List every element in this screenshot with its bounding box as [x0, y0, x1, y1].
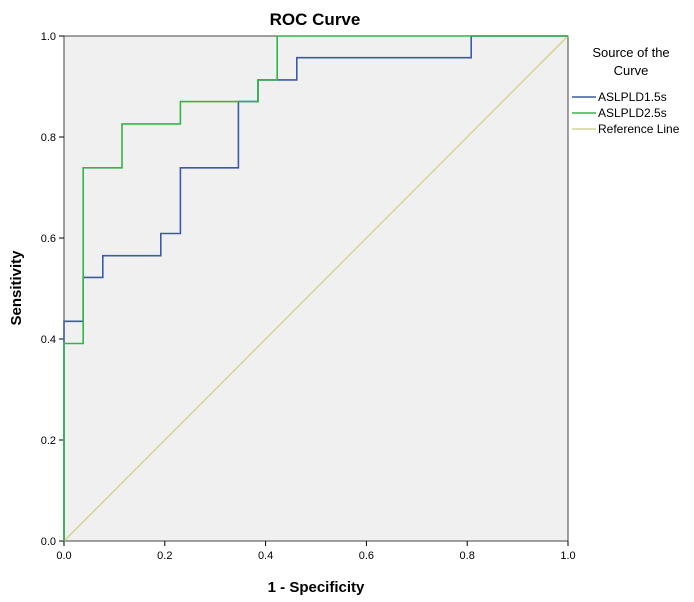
y-tick-label: 1.0 — [41, 31, 56, 43]
y-axis-label: Sensitivity — [8, 250, 25, 326]
y-tick-label: 0.2 — [41, 435, 56, 447]
legend-title-line2: Curve — [614, 63, 649, 78]
x-tick-label: 0.0 — [56, 550, 71, 562]
legend-title-line1: Source of the — [592, 45, 669, 60]
x-tick-label: 0.2 — [157, 550, 172, 562]
x-tick-label: 0.6 — [359, 550, 374, 562]
legend: Source of the Curve ASLPLD1.5s ASLPLD2.5s… — [572, 45, 680, 136]
y-tick-label: 0.6 — [41, 233, 56, 245]
y-tick-label: 0.4 — [41, 334, 56, 346]
series-aslpld2-5s-line — [63, 35, 568, 541]
legend-label: Reference Line — [598, 122, 680, 136]
x-tick-label: 0.8 — [460, 550, 475, 562]
legend-label: ASLPLD1.5s — [598, 90, 667, 104]
legend-label: ASLPLD2.5s — [598, 106, 667, 120]
series-reference-line-line — [63, 35, 569, 542]
chart-title: ROC Curve — [270, 10, 361, 29]
x-axis-label: 1 - Specificity — [268, 579, 365, 596]
x-tick-label: 0.4 — [258, 550, 273, 562]
y-tick-label: 0.0 — [41, 536, 56, 548]
y-tick-label: 0.8 — [41, 132, 56, 144]
x-tick-label: 1.0 — [560, 550, 575, 562]
